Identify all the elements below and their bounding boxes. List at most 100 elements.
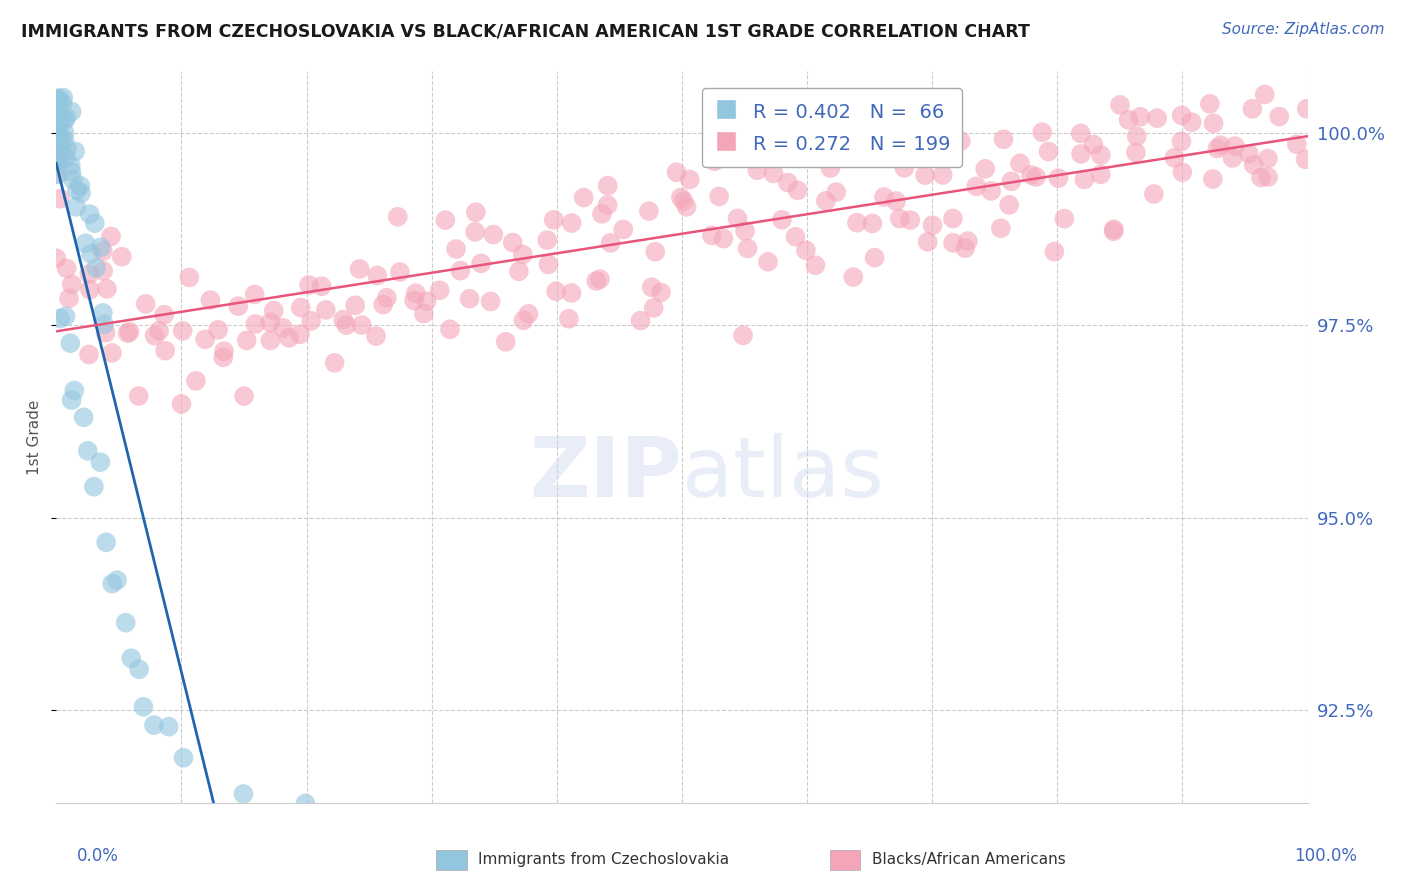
Point bbox=[1206, 141, 1229, 155]
Point bbox=[1043, 244, 1066, 259]
Point bbox=[1170, 108, 1192, 122]
Point bbox=[45, 118, 67, 132]
Point bbox=[111, 250, 134, 264]
Point bbox=[1090, 168, 1112, 182]
Point bbox=[1102, 224, 1125, 238]
Point bbox=[143, 328, 166, 343]
Point bbox=[412, 307, 434, 321]
Point bbox=[707, 189, 730, 203]
Point bbox=[713, 231, 735, 245]
Point bbox=[49, 311, 72, 326]
Point bbox=[1073, 172, 1095, 186]
Text: ZIP: ZIP bbox=[530, 434, 682, 514]
Point bbox=[898, 213, 921, 227]
Point bbox=[482, 227, 505, 242]
Point bbox=[45, 168, 67, 182]
Point bbox=[75, 236, 97, 251]
Point bbox=[349, 261, 371, 276]
Point bbox=[1223, 139, 1246, 153]
Point bbox=[1209, 138, 1232, 153]
Point bbox=[734, 224, 756, 238]
Point bbox=[56, 142, 79, 156]
Point bbox=[100, 229, 122, 244]
Point bbox=[271, 320, 294, 334]
Point bbox=[439, 322, 461, 336]
Point bbox=[1008, 156, 1031, 170]
Point bbox=[55, 261, 77, 276]
Point bbox=[1163, 151, 1185, 165]
Point bbox=[55, 310, 77, 324]
Point bbox=[1019, 168, 1042, 182]
Point bbox=[48, 91, 70, 105]
Point bbox=[332, 312, 354, 326]
Point bbox=[200, 293, 222, 307]
Point bbox=[727, 211, 749, 226]
Point bbox=[91, 244, 114, 259]
Point bbox=[558, 311, 581, 326]
Point bbox=[45, 251, 67, 265]
Point bbox=[184, 374, 207, 388]
Point bbox=[644, 244, 666, 259]
Point bbox=[1250, 170, 1272, 185]
Point bbox=[233, 389, 256, 403]
Point bbox=[288, 327, 311, 342]
Point bbox=[873, 190, 896, 204]
Point bbox=[1038, 145, 1060, 159]
Point bbox=[117, 326, 139, 341]
Point bbox=[299, 314, 322, 328]
Point bbox=[53, 133, 76, 147]
Point bbox=[495, 334, 517, 349]
Point bbox=[464, 225, 486, 239]
Point bbox=[153, 343, 176, 358]
Point bbox=[259, 316, 281, 330]
Point bbox=[737, 242, 759, 256]
Point bbox=[956, 234, 979, 248]
Point bbox=[921, 218, 943, 232]
Point bbox=[48, 153, 70, 168]
Point bbox=[845, 216, 868, 230]
Point bbox=[1171, 165, 1194, 179]
Point bbox=[804, 258, 827, 272]
Point bbox=[942, 211, 965, 226]
Point bbox=[536, 233, 558, 247]
Point bbox=[373, 297, 395, 311]
Point bbox=[83, 216, 105, 230]
Point bbox=[770, 212, 793, 227]
Point bbox=[756, 254, 779, 268]
Point bbox=[311, 279, 333, 293]
Point bbox=[63, 145, 86, 159]
Point bbox=[1295, 102, 1317, 116]
Point bbox=[543, 212, 565, 227]
Point bbox=[65, 200, 87, 214]
Text: atlas: atlas bbox=[682, 434, 883, 514]
Point bbox=[402, 293, 425, 308]
Point bbox=[731, 328, 754, 343]
Point bbox=[998, 198, 1021, 212]
Point bbox=[643, 301, 665, 315]
Point bbox=[45, 91, 67, 105]
Point bbox=[366, 268, 388, 283]
Point bbox=[889, 211, 911, 226]
Point bbox=[114, 615, 136, 630]
Point bbox=[650, 285, 672, 300]
Point bbox=[45, 123, 67, 137]
Point bbox=[931, 168, 953, 182]
Point bbox=[91, 264, 114, 278]
Point bbox=[965, 179, 987, 194]
Point bbox=[157, 720, 180, 734]
Point bbox=[90, 240, 112, 254]
Point bbox=[814, 194, 837, 208]
Point bbox=[59, 336, 82, 351]
Point bbox=[776, 176, 799, 190]
Point bbox=[458, 292, 481, 306]
Point bbox=[49, 147, 72, 161]
Point bbox=[96, 282, 118, 296]
Point bbox=[1125, 145, 1147, 160]
Point bbox=[53, 113, 76, 128]
Point bbox=[1102, 222, 1125, 236]
Point bbox=[429, 283, 451, 297]
Point bbox=[290, 301, 312, 315]
Point bbox=[94, 326, 117, 340]
Point bbox=[1143, 186, 1166, 201]
Point bbox=[860, 216, 883, 230]
